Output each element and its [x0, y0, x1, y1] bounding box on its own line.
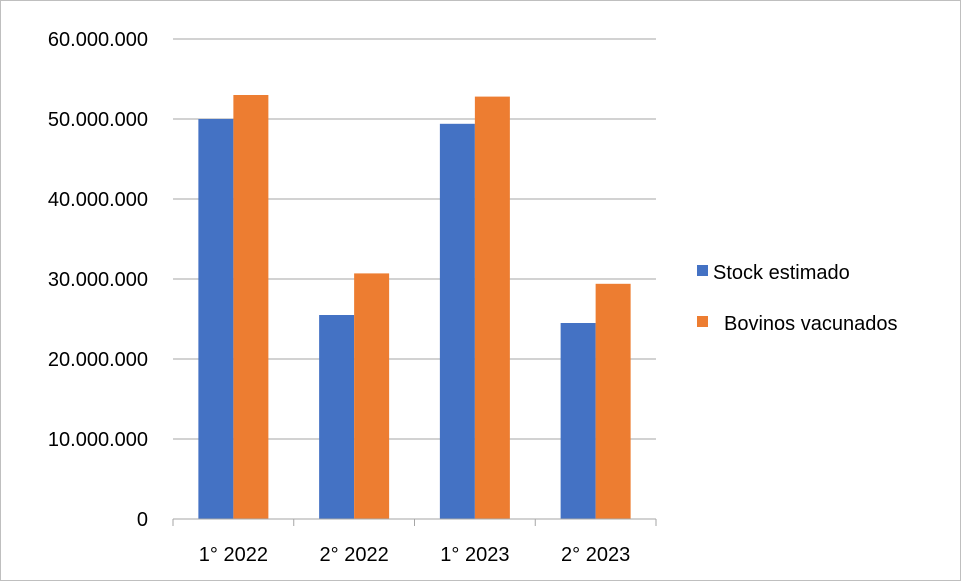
bar-stock-estimado-1	[319, 315, 355, 519]
legend: Stock estimado Bovinos vacunados	[697, 262, 897, 335]
bar-bovinos-vacunados-1	[354, 273, 390, 519]
legend-item-0: Stock estimado	[697, 262, 850, 284]
y-tick-label: 10.000.000	[48, 429, 148, 451]
bar-stock-estimado-3	[560, 323, 596, 519]
bar-bovinos-vacunados-3	[595, 283, 631, 519]
legend-swatch-stock-estimado	[697, 265, 708, 276]
x-tick-label: 1° 2022	[199, 544, 268, 566]
bar-stock-estimado-0	[198, 119, 234, 519]
y-tick-label: 40.000.000	[48, 189, 148, 211]
x-tick-label: 2° 2022	[320, 544, 389, 566]
x-tick-label: 1° 2023	[440, 544, 509, 566]
x-axis: 1° 2022 2° 2022 1° 2023 2° 2023	[172, 518, 657, 566]
bars	[198, 95, 631, 520]
bar-bovinos-vacunados-2	[474, 96, 510, 519]
legend-item-1: Bovinos vacunados	[697, 313, 897, 335]
bar-stock-estimado-2	[439, 123, 475, 520]
y-tick-label: 60.000.000	[48, 29, 148, 51]
x-tick-label: 2° 2023	[561, 544, 630, 566]
y-axis-ticks: 0 10.000.000 20.000.000 30.000.000 40.000.00…	[48, 29, 148, 531]
y-tick-label: 50.000.000	[48, 109, 148, 131]
y-tick-label: 20.000.000	[48, 349, 148, 371]
legend-label-bovinos-vacunados: Bovinos vacunados	[724, 313, 897, 335]
bar-bovinos-vacunados-0	[233, 95, 269, 519]
legend-swatch-bovinos-vacunados	[697, 316, 708, 327]
legend-label-stock-estimado: Stock estimado	[713, 262, 850, 284]
y-tick-label: 0	[137, 509, 148, 531]
y-tick-label: 30.000.000	[48, 269, 148, 291]
